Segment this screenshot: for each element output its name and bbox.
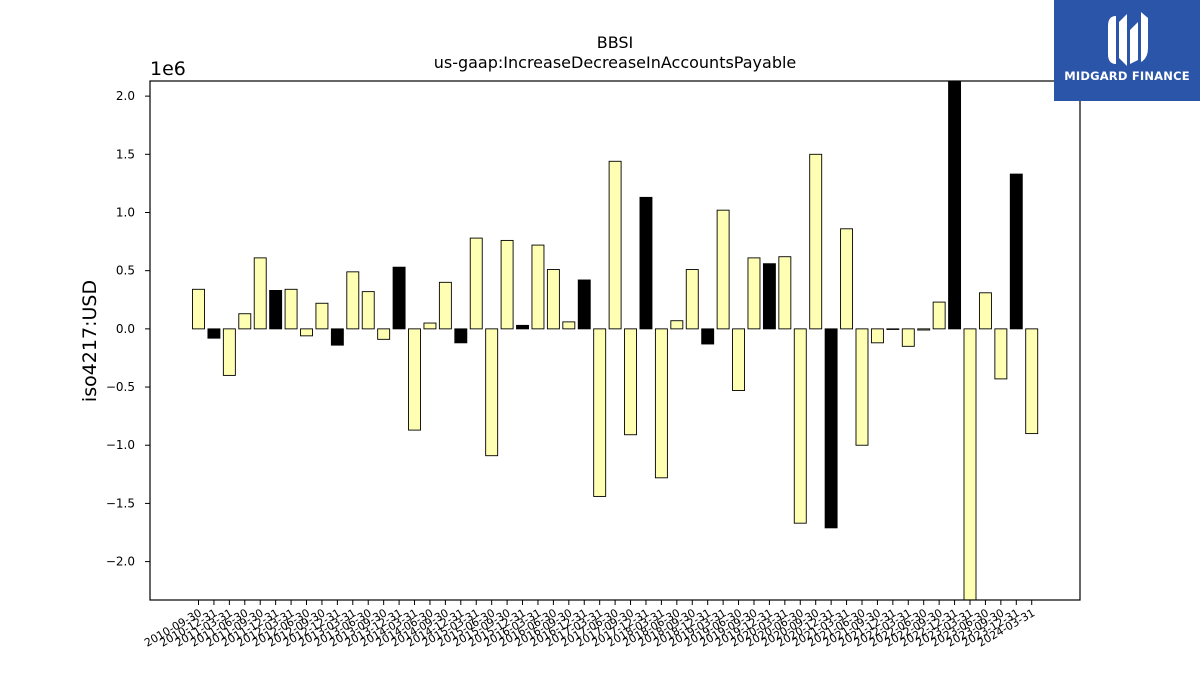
bar-2021-06-30: [855, 328, 869, 446]
bar-2020-09-30: [809, 153, 823, 330]
bar-2020-06-30: [793, 328, 807, 524]
bar-2015-03-31: [469, 237, 483, 330]
bar-2019-12-31: [762, 263, 776, 330]
bar-2023-09-30: [994, 328, 1008, 380]
bar-2013-06-30: [361, 291, 375, 330]
bar-2016-06-30: [546, 269, 560, 330]
bar-2012-06-30: [300, 328, 313, 337]
bar-2017-12-31: [639, 196, 653, 330]
y-tick-label: 1.0: [116, 205, 135, 219]
bar-2013-09-30: [377, 328, 391, 340]
chart-subtitle: us-gaap:IncreaseDecreaseInAccountsPayabl…: [434, 53, 797, 72]
bar-2021-12-31: [886, 328, 900, 330]
bar-2020-12-31: [824, 328, 838, 529]
bar-2018-12-31: [701, 328, 715, 345]
y-axis-offset-label: 1e6: [150, 58, 186, 80]
bar-2015-06-30: [485, 328, 499, 457]
bar-2011-03-31: [222, 328, 236, 376]
x-axis: 2010-09-302010-12-312011-03-312011-06-30…: [142, 600, 1037, 650]
bar-2016-12-31: [577, 279, 591, 330]
bar-2018-03-31: [654, 328, 668, 479]
y-axis-label: iso4217:USD: [79, 280, 101, 402]
bar-2020-03-31: [778, 256, 792, 330]
bar-2017-09-30: [624, 328, 637, 436]
bar-2015-12-31: [516, 324, 529, 330]
bar-2014-06-30: [423, 322, 437, 330]
bar-2012-03-31: [284, 288, 298, 330]
bar-2019-09-30: [747, 257, 761, 330]
bar-2012-09-30: [315, 302, 329, 330]
bar-2016-09-30: [562, 321, 576, 330]
bar-2018-09-30: [685, 269, 699, 330]
y-tick-label: 1.5: [116, 147, 135, 161]
bar-2010-12-31: [207, 328, 221, 339]
y-tick-label: −0.5: [106, 380, 135, 394]
bar-2014-12-31: [454, 328, 468, 344]
bar-2024-03-31: [1025, 328, 1039, 435]
bar-2013-12-31: [392, 266, 406, 330]
bar-2021-09-30: [870, 328, 884, 344]
bar-2022-03-31: [901, 328, 915, 347]
midgard-logo-icon: [1108, 12, 1148, 66]
bar-2023-03-31: [963, 328, 977, 601]
chart-title: BBSI: [597, 33, 634, 52]
bar-2011-06-30: [238, 313, 252, 330]
bar-2017-06-30: [608, 160, 622, 330]
y-tick-label: 2.0: [116, 89, 135, 103]
bar-2022-06-30: [917, 328, 931, 331]
y-tick-label: −1.0: [106, 438, 135, 452]
bar-series: [192, 80, 1039, 601]
bar-2011-09-30: [253, 257, 267, 330]
bar-2016-03-31: [531, 244, 545, 330]
plot-area-frame: [149, 80, 1081, 601]
y-tick-label: −1.5: [106, 496, 135, 510]
bar-2019-03-31: [716, 209, 730, 330]
bar-2012-12-31: [330, 328, 344, 346]
bar-2019-06-30: [732, 328, 745, 391]
midgard-finance-logo: MIDGARD FINANCE: [1054, 0, 1200, 101]
bar-2010-09-30: [192, 288, 205, 330]
bar-2015-09-30: [500, 239, 514, 330]
bar-2022-09-30: [932, 301, 946, 330]
y-tick-label: 0.5: [116, 264, 135, 278]
bar-2014-03-31: [408, 328, 421, 431]
bar-2023-06-30: [978, 292, 992, 330]
bar-2017-03-31: [593, 328, 607, 497]
bar-2011-12-31: [269, 290, 283, 330]
bar-2023-12-31: [1009, 173, 1023, 330]
y-tick-label: 0.0: [116, 322, 135, 336]
bar-2013-03-31: [346, 271, 360, 330]
y-axis: −2.0 −1.5 −1.0 −0.5 0.0 0.5 1.0 1.5 2.0: [106, 89, 150, 569]
bar-2021-03-31: [840, 228, 854, 330]
bar-2022-12-31: [948, 80, 962, 330]
logo-text: MIDGARD FINANCE: [1064, 69, 1190, 83]
y-tick-label: −2.0: [106, 555, 135, 569]
bar-2018-06-30: [670, 320, 684, 330]
bar-2014-09-30: [438, 281, 452, 330]
